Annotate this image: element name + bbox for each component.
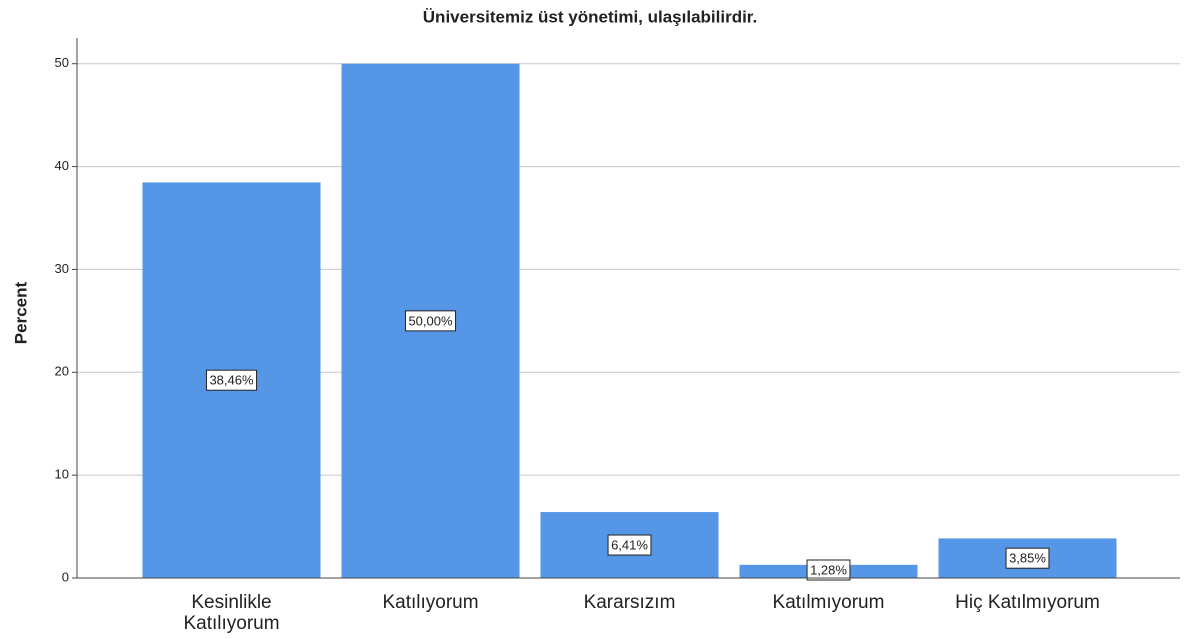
x-tick-label: Kesinlikle Katılıyorum [183, 592, 280, 634]
value-label-box [1005, 547, 1050, 569]
value-label-box [404, 310, 457, 332]
x-tick-label: Hiç Katılmıyorum [955, 592, 1100, 613]
y-tick-label: 10 [55, 467, 69, 482]
y-tick-label: 40 [55, 158, 69, 173]
value-label: 50,00% [408, 313, 453, 328]
y-tick-label: 20 [55, 364, 69, 379]
x-tick-label: Katılmıyorum [772, 592, 885, 613]
y-tick-label: 30 [55, 261, 69, 276]
value-label-box [607, 534, 652, 556]
value-label: 1,28% [810, 562, 847, 577]
value-label-box [205, 369, 258, 391]
value-label: 38,46% [209, 373, 254, 388]
value-label: 3,85% [1009, 551, 1046, 566]
value-label: 6,41% [611, 537, 648, 552]
x-tick-label: Katılıyorum [382, 592, 479, 613]
x-tick-label: Kararsızım [583, 592, 676, 613]
chart-title: Üniversitemiz üst yönetimi, ulaşılabilir… [423, 7, 757, 26]
y-tick-label: 0 [62, 569, 69, 584]
y-axis-label: Percent [11, 281, 30, 344]
value-label-box [806, 559, 851, 581]
y-tick-label: 50 [55, 55, 69, 70]
